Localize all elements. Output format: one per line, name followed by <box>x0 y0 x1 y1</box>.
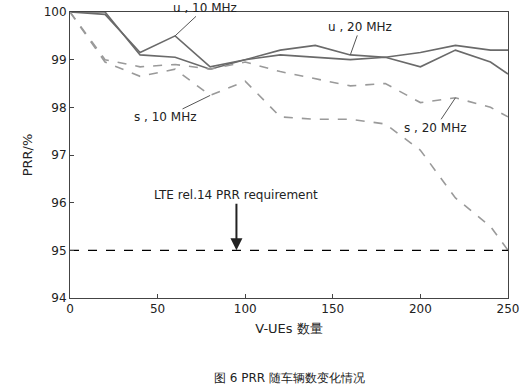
svg-text:94: 94 <box>51 291 66 305</box>
svg-text:V-UEs 数量: V-UEs 数量 <box>255 321 322 336</box>
svg-text:97: 97 <box>51 148 66 162</box>
svg-text:96: 96 <box>51 196 66 210</box>
svg-text:PRR/%: PRR/% <box>20 134 35 177</box>
svg-text:100: 100 <box>44 5 67 19</box>
svg-text:100: 100 <box>234 302 257 316</box>
svg-text:图 6 PRR 随车辆数变化情况: 图 6 PRR 随车辆数变化情况 <box>214 371 365 385</box>
svg-text:u , 20 MHz: u , 20 MHz <box>328 20 392 34</box>
svg-text:LTE rel.14 PRR requirement: LTE rel.14 PRR requirement <box>154 188 318 202</box>
svg-text:s , 10 MHz: s , 10 MHz <box>134 110 196 124</box>
svg-text:50: 50 <box>150 302 165 316</box>
svg-text:s , 20 MHz: s , 20 MHz <box>404 121 466 135</box>
svg-text:98: 98 <box>51 101 66 115</box>
svg-text:150: 150 <box>321 302 344 316</box>
svg-text:250: 250 <box>497 302 520 316</box>
svg-text:200: 200 <box>409 302 432 316</box>
svg-text:u , 10 MHz: u , 10 MHz <box>173 1 237 15</box>
svg-text:0: 0 <box>66 302 74 316</box>
svg-text:99: 99 <box>51 53 66 67</box>
svg-text:95: 95 <box>51 244 66 258</box>
